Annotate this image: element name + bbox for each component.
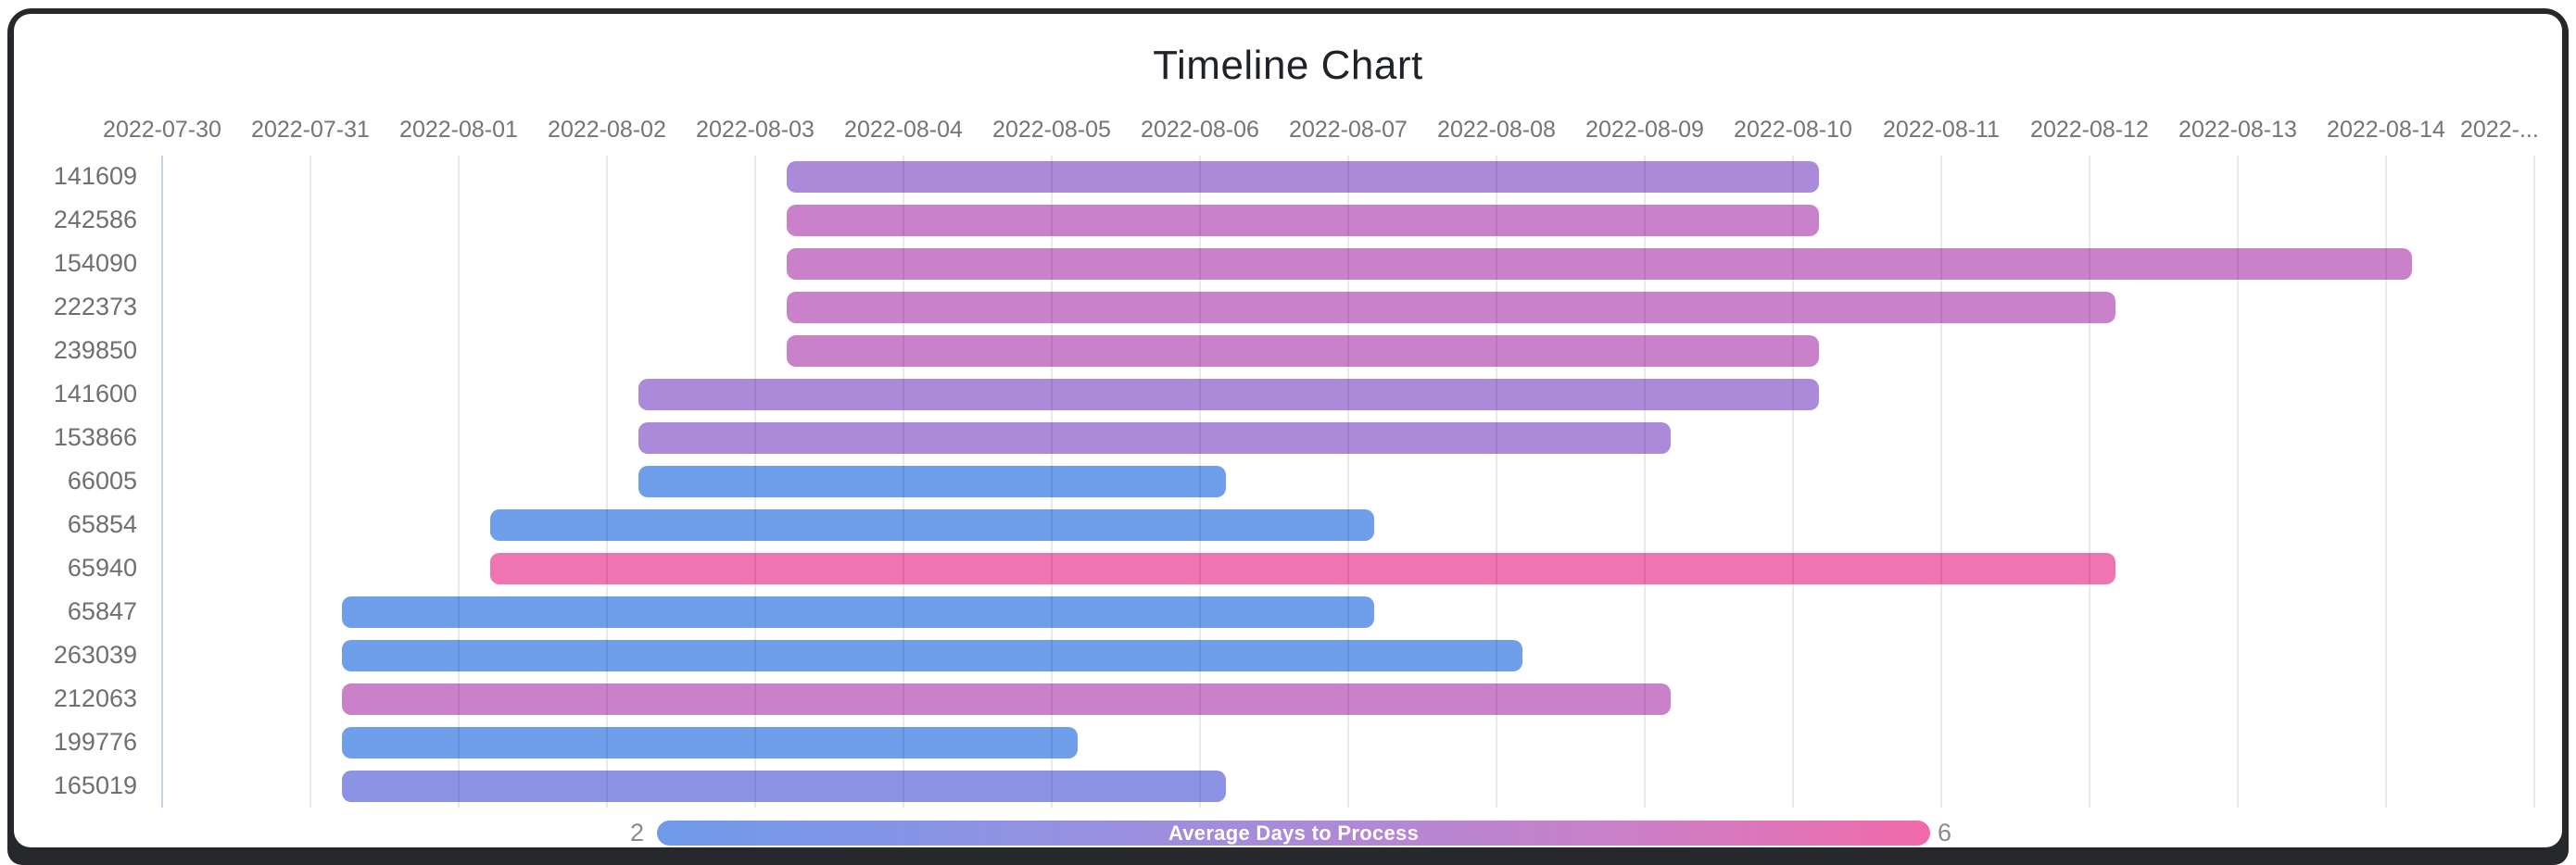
row-label: 199776 bbox=[53, 727, 137, 756]
gridline bbox=[754, 156, 756, 808]
x-axis-label: 2022-08-14 bbox=[2327, 117, 2445, 143]
gridline bbox=[2237, 156, 2239, 808]
timeline-bar[interactable] bbox=[342, 726, 1078, 758]
timeline-bar[interactable] bbox=[787, 248, 2412, 281]
timeline-bar[interactable] bbox=[638, 379, 1819, 411]
timeline-bar[interactable] bbox=[787, 205, 1819, 237]
row-label: 222373 bbox=[53, 293, 137, 321]
gridline bbox=[1347, 156, 1349, 808]
x-axis-label: 2022-08-12 bbox=[2030, 117, 2149, 143]
x-axis-label: 2022-08-07 bbox=[1289, 117, 1408, 143]
x-axis-label: 2022-08-05 bbox=[992, 117, 1111, 143]
row-label: 66005 bbox=[67, 467, 137, 495]
row-label: 212063 bbox=[53, 683, 137, 712]
gridline bbox=[1792, 156, 1794, 808]
row-label: 141609 bbox=[53, 162, 137, 191]
legend-min-label: 2 bbox=[629, 819, 644, 846]
legend-gradient-bar: Average Days to Process bbox=[657, 821, 1930, 846]
page-title: Timeline Chart bbox=[1153, 43, 1423, 88]
gridline bbox=[606, 156, 608, 808]
x-axis-label: 2022-08-02 bbox=[548, 117, 666, 143]
timeline-bar[interactable] bbox=[342, 770, 1226, 802]
gridline bbox=[1644, 156, 1646, 808]
gridline bbox=[309, 156, 311, 808]
gridline bbox=[1051, 156, 1053, 808]
row-label: 65854 bbox=[67, 509, 137, 538]
legend-title: Average Days to Process bbox=[1168, 821, 1420, 845]
timeline-bar[interactable] bbox=[787, 335, 1819, 368]
x-axis-label: 2022-08-04 bbox=[844, 117, 963, 143]
x-axis-label: 2022-08-09 bbox=[1585, 117, 1704, 143]
row-label: 141600 bbox=[53, 380, 137, 408]
timeline-bar[interactable] bbox=[787, 161, 1819, 194]
row-label: 165019 bbox=[53, 771, 137, 799]
x-axis-label: 2022-08-06 bbox=[1141, 117, 1259, 143]
x-axis-label: 2022-08-08 bbox=[1437, 117, 1556, 143]
gridline bbox=[1496, 156, 1497, 808]
timeline-bar[interactable] bbox=[787, 292, 2115, 324]
timeline-bar[interactable] bbox=[490, 508, 1374, 541]
gridline bbox=[458, 156, 460, 808]
gridline bbox=[2089, 156, 2090, 808]
row-label: 154090 bbox=[53, 249, 137, 278]
gridline bbox=[2385, 156, 2387, 808]
x-axis-label: 2022-08-10 bbox=[1734, 117, 1852, 143]
row-label: 153866 bbox=[53, 423, 137, 452]
timeline-bar[interactable] bbox=[342, 683, 1671, 715]
x-axis-label: 2022-08-03 bbox=[696, 117, 814, 143]
timeline-bar[interactable] bbox=[490, 552, 2115, 584]
x-axis-label: 2022-... bbox=[2460, 117, 2539, 143]
gridline bbox=[161, 156, 163, 808]
gridline bbox=[903, 156, 904, 808]
row-label: 65847 bbox=[67, 596, 137, 625]
x-axis-label: 2022-07-30 bbox=[103, 117, 221, 143]
timeline-bar[interactable] bbox=[342, 639, 1522, 671]
row-label: 263039 bbox=[53, 640, 137, 669]
gridline bbox=[1199, 156, 1201, 808]
row-label: 239850 bbox=[53, 336, 137, 365]
gridline bbox=[2533, 156, 2535, 808]
x-axis-label: 2022-08-01 bbox=[399, 117, 518, 143]
legend-max-label: 6 bbox=[1938, 819, 1952, 846]
row-label: 242586 bbox=[53, 206, 137, 234]
gridline bbox=[1940, 156, 1942, 808]
x-axis-label: 2022-08-11 bbox=[1882, 117, 2001, 143]
x-axis-label: 2022-08-13 bbox=[2178, 117, 2297, 143]
timeline-bar[interactable] bbox=[638, 466, 1226, 497]
timeline-bar[interactable] bbox=[342, 595, 1374, 628]
row-label: 65940 bbox=[67, 553, 137, 582]
x-axis-label: 2022-07-31 bbox=[251, 117, 370, 143]
timeline-bar[interactable] bbox=[638, 422, 1671, 455]
